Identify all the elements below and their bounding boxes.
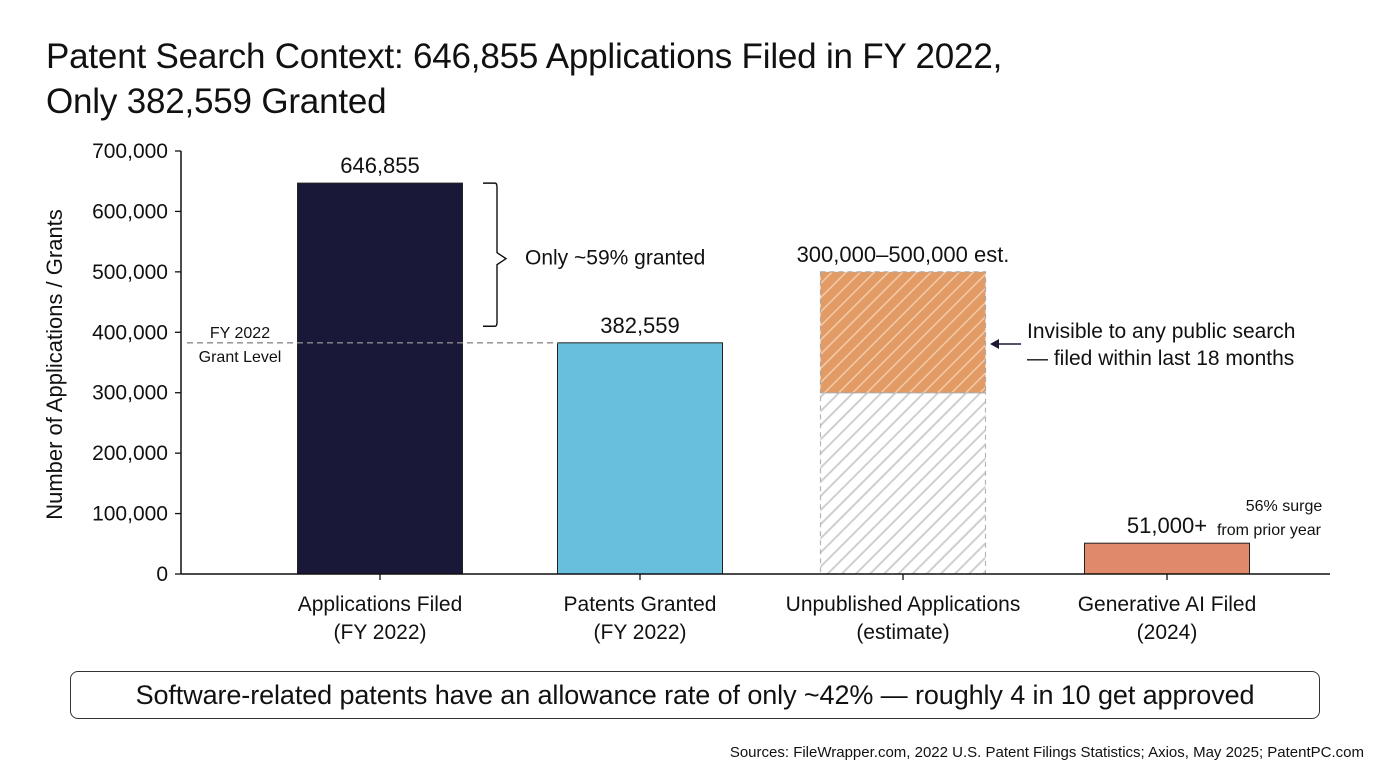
bar-unpublished-lower-range [819, 392, 987, 575]
x-category-label: Generative AI Filed [1078, 593, 1257, 616]
y-tick-label: 200,000 [92, 442, 168, 465]
x-category-label: (FY 2022) [594, 621, 687, 644]
sources-note: Sources: FileWrapper.com, 2022 U.S. Pate… [729, 744, 1364, 761]
bracket-annotation-label: Only ~59% granted [525, 247, 705, 270]
bracket-annotation [483, 182, 508, 327]
bar-value-label: 646,855 [340, 153, 420, 178]
bar-value-label: 300,000–500,000 est. [797, 242, 1010, 267]
y-tick-label: 500,000 [92, 261, 168, 284]
y-tick-label: 700,000 [92, 140, 168, 163]
arrow-annotation-head [990, 339, 999, 349]
x-category-label: (estimate) [856, 621, 949, 644]
bar-value-label: 51,000+ [1127, 513, 1207, 538]
y-tick-label: 400,000 [92, 321, 168, 344]
reference-line-label: FY 2022 [210, 325, 270, 342]
y-axis-title: Number of Applications / Grants [42, 209, 67, 520]
y-tick-label: 0 [156, 563, 168, 586]
bar-value-label: 382,559 [600, 313, 680, 338]
reference-line-label: Grant Level [199, 349, 282, 366]
y-tick-label: 600,000 [92, 200, 168, 223]
bar-generative-ai-filed [1084, 542, 1250, 575]
chart-title-line-2: Only 382,559 Granted [46, 82, 387, 121]
chart-title: Patent Search Context: 646,855 Applicati… [46, 34, 1246, 124]
key-insight-callout: Software-related patents have an allowan… [70, 671, 1320, 719]
x-category-label: Patents Granted [564, 593, 717, 616]
x-category-label: Applications Filed [298, 593, 463, 616]
y-tick-label: 100,000 [92, 503, 168, 526]
x-category-label: (2024) [1137, 621, 1198, 644]
surge-note: 56% surge [1246, 498, 1323, 515]
bar-patents-granted [557, 342, 723, 575]
x-category-label: (FY 2022) [334, 621, 427, 644]
bar-unpublished-estimate-range [819, 271, 987, 394]
x-category-label: Unpublished Applications [786, 593, 1021, 616]
surge-note: from prior year [1217, 522, 1322, 539]
arrow-annotation-label: Invisible to any public search [1027, 320, 1295, 343]
y-tick-label: 300,000 [92, 382, 168, 405]
arrow-annotation-label: — filed within last 18 months [1027, 347, 1294, 370]
chart-title-line-1: Patent Search Context: 646,855 Applicati… [46, 37, 1003, 76]
bar-applications-filed [297, 182, 463, 575]
